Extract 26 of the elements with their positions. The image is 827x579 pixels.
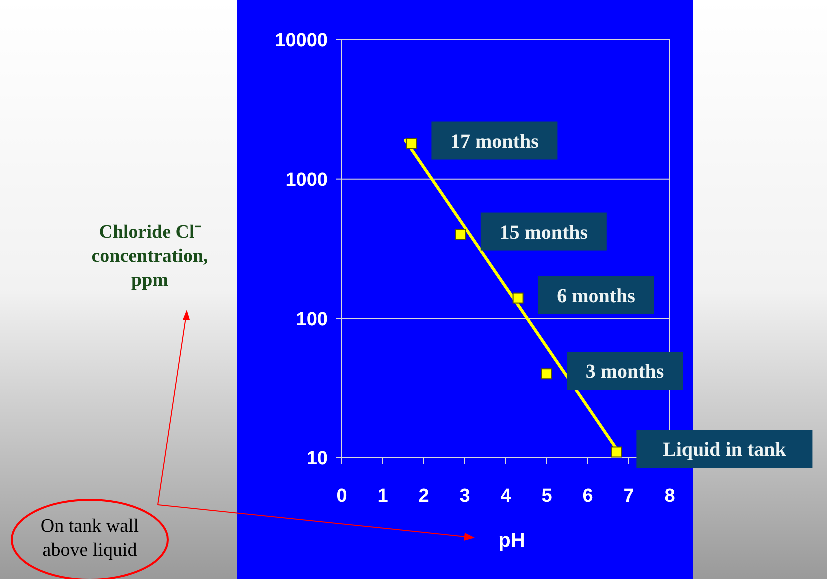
x-tick-label: 7	[624, 486, 634, 507]
point	[406, 138, 418, 150]
x-tick-label: 6	[582, 486, 594, 507]
point	[542, 368, 552, 380]
annotation: 15 months	[500, 222, 588, 244]
y-tick-label: 10000	[275, 30, 328, 52]
x-tick-label: 4	[500, 486, 512, 507]
annotation: 3 months	[586, 361, 664, 384]
x-tick-label: 2	[418, 486, 430, 507]
y-tick-label: 100	[296, 309, 328, 330]
annotation: 6 months	[557, 285, 636, 308]
x-tick-label: 8	[664, 486, 676, 507]
x-tick-label: 3	[460, 486, 470, 507]
annotation: Liquid in tank	[662, 439, 788, 462]
y-tick-label: 10	[306, 448, 328, 470]
x-tick-label: 1	[378, 486, 389, 507]
x-tick-label: 0	[336, 486, 348, 507]
point	[512, 292, 524, 304]
x-axis-title: pH	[498, 530, 526, 552]
annotation: 17 months	[450, 130, 540, 153]
y-axis-title: Chloride Cl⁻ concentration, ppm	[92, 222, 209, 291]
x-tick-label: 5	[542, 486, 553, 507]
y-tick-label: 1000	[286, 170, 328, 191]
point	[611, 446, 622, 458]
text: On tank wall above liquid	[40, 516, 140, 561]
point	[455, 229, 466, 240]
